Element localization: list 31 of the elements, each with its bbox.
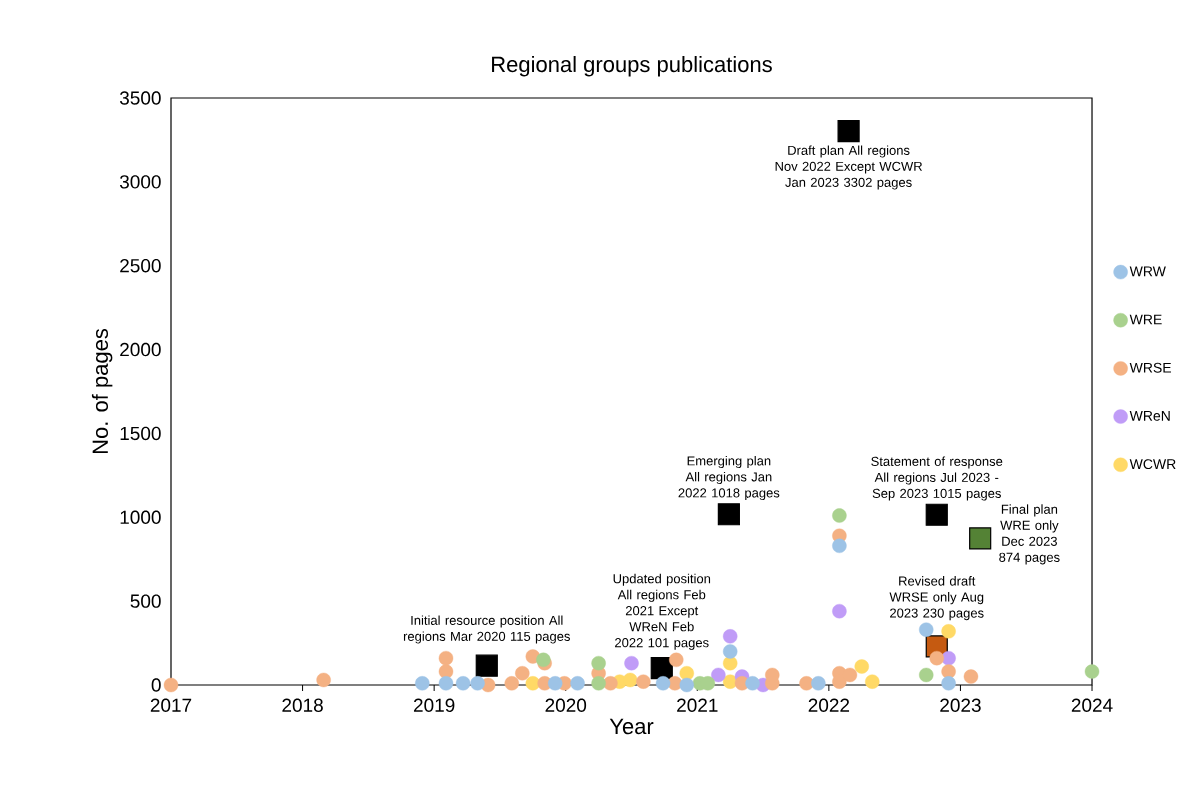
annotation: Emerging plan All regions Jan 2022 1018 pages [678,455,780,501]
y-axis-title: No. of pages [91,328,113,454]
legend-label: WRW [1129,266,1166,277]
legend-label: WReN [1129,411,1170,421]
y-tick-label: 2500 [120,258,161,273]
annotation: Draft plan All regions Nov 2022 Except WCWR Jan 2023 3302 pages [775,145,923,190]
annotation: Initial resource position All regions Mar 2020 115 pages [403,615,570,644]
annotation: Statement of response All regions Jul 2023 - Sep 2023 1015 pages [871,456,1003,501]
chart-title: Regional groups publications [492,55,772,77]
x-tick-label: 2021 [677,698,718,712]
y-tick-label: 500 [130,594,161,608]
y-tick-label: 2000 [120,342,161,357]
y-tick-label: 3000 [119,175,161,189]
y-tick-label: 0 [151,678,161,692]
y-tick-label: 1500 [120,426,161,441]
annotation: Updated position All regions Feb 2021 Except WReN Feb 2022 101 pages [613,573,711,650]
x-tick-label: 2022 [808,698,850,712]
annotation: Final plan WRE only Dec 2023 874 pages [999,504,1060,565]
annotation: Revised draft WRSE only Aug 2023 230 pages [889,576,984,621]
x-tick-label: 2023 [940,698,981,712]
legend-label: WCWR [1129,459,1176,470]
x-tick-label: 2017 [150,698,192,712]
x-tick-label: 2018 [282,698,323,712]
legend-label: WRE [1129,314,1162,325]
x-axis-title: Year [609,718,654,735]
x-tick-label: 2024 [1071,698,1113,712]
y-tick-label: 3500 [119,91,161,105]
legend-label: WRSE [1129,362,1172,373]
x-tick-label: 2019 [413,698,455,712]
x-tick-label: 2020 [545,698,587,712]
y-tick-label: 1000 [120,510,161,525]
